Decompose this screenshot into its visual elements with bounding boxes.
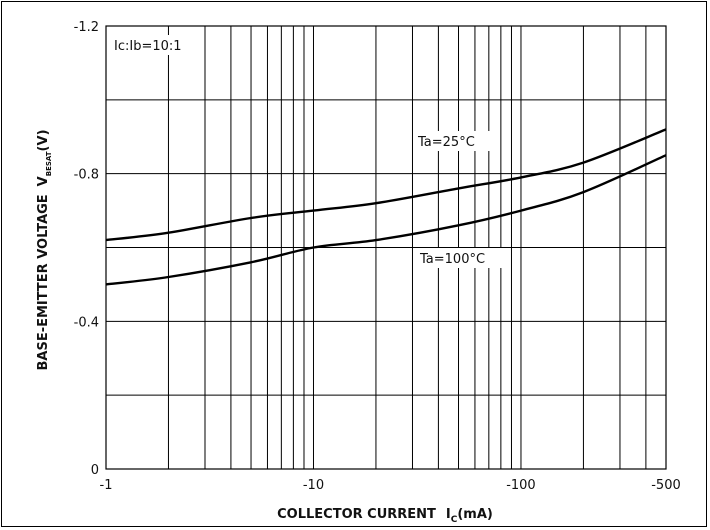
condition-box: Ic:Ib=10:1 [108,35,204,55]
curves [105,128,667,286]
series-label-ta25: Ta=25°C [417,135,475,150]
series-line-0 [105,128,667,242]
series-label-100: Ta=100°C [416,248,504,268]
x-axis-title: COLLECTOR CURRENT IC(mA) [277,507,493,525]
x-tick-label: -100 [506,478,536,493]
y-tick-label: -1.2 [74,20,99,35]
x-tick-label: -1 [100,478,113,493]
x-tick-label: -500 [651,478,681,493]
series-label-ta100: Ta=100°C [419,252,485,267]
y-tick-label: -0.4 [74,315,99,330]
plot-area-border [105,25,667,470]
condition-label: Ic:Ib=10:1 [114,39,182,54]
y-tick-label: 0 [91,463,99,478]
y-axis-title: BASE-EMITTER VOLTAGEVBESAT(V) [36,129,53,370]
y-tick-label: -0.8 [74,168,99,183]
series-label-25: Ta=25°C [414,131,494,151]
x-tick-label: -10 [303,478,324,493]
grid [105,26,667,469]
tick-labels: -1 -10 -100 -500 0 -0.4 -0.8 -1.2 [74,20,681,493]
series-line-1 [105,154,667,286]
